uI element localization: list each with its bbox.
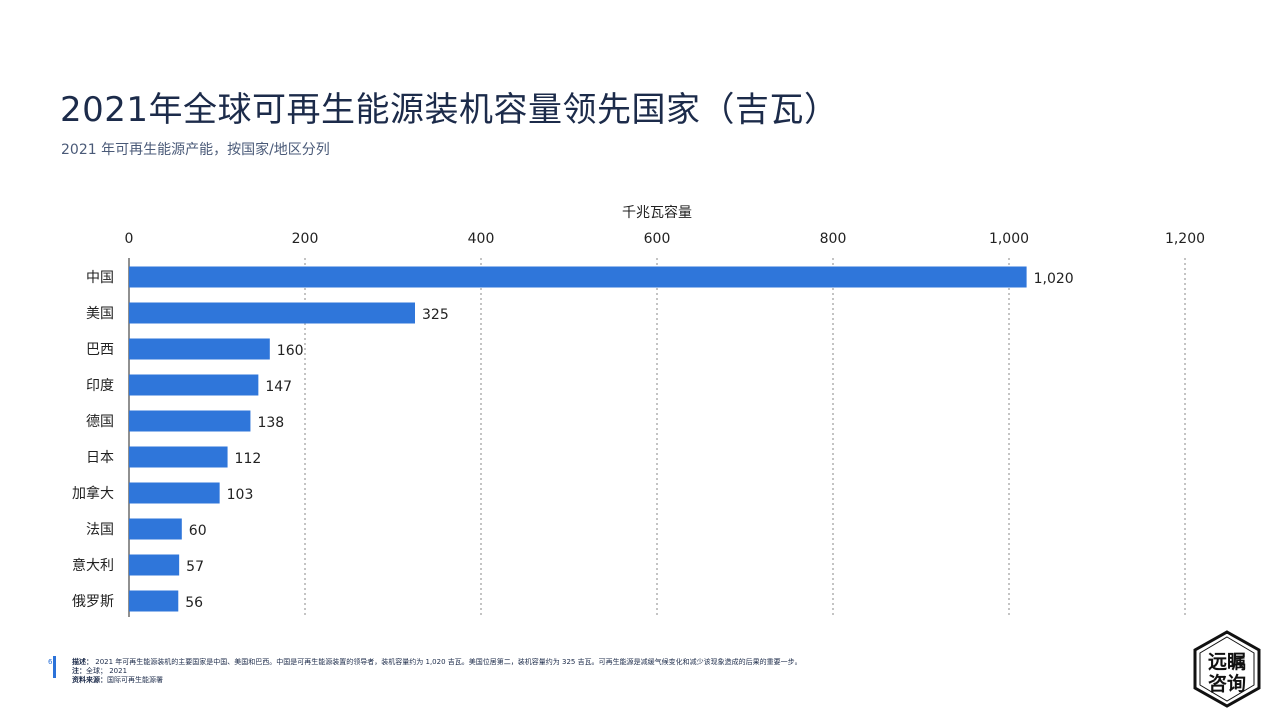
x-tick-label: 800 bbox=[820, 231, 847, 247]
bar bbox=[129, 338, 270, 360]
bar bbox=[129, 410, 251, 432]
bar bbox=[129, 518, 182, 540]
page-title: 2021年全球可再生能源装机容量领先国家（吉瓦） bbox=[60, 90, 839, 130]
description-label: 描述： bbox=[72, 658, 93, 666]
x-tick-label: 200 bbox=[292, 231, 319, 247]
bar bbox=[129, 302, 415, 324]
page-number: 6 bbox=[48, 658, 53, 666]
y-category-label: 巴西 bbox=[86, 342, 114, 358]
bar bbox=[129, 374, 259, 396]
bar bbox=[129, 482, 220, 504]
y-category-label: 中国 bbox=[86, 270, 114, 286]
source-label: 资料来源： bbox=[72, 676, 107, 684]
bar-value-label: 57 bbox=[186, 559, 204, 575]
x-tick-label: 400 bbox=[468, 231, 495, 247]
y-category-label: 俄罗斯 bbox=[72, 594, 114, 610]
bar-value-label: 103 bbox=[227, 487, 254, 503]
x-tick-label: 1,200 bbox=[1165, 231, 1205, 247]
bar bbox=[129, 266, 1027, 288]
bar-value-label: 112 bbox=[235, 451, 262, 467]
page-subtitle: 2021 年可再生能源产能，按国家/地区分列 bbox=[61, 142, 330, 158]
description-line: 描述： 2021 年可再生能源装机的主要国家是中国、美国和巴西。中国是可再生能源… bbox=[72, 658, 802, 667]
bar-value-label: 60 bbox=[189, 523, 207, 539]
x-tick-label: 0 bbox=[125, 231, 134, 247]
bar bbox=[129, 554, 180, 576]
bar-value-label: 325 bbox=[422, 307, 449, 323]
company-logo: 远瞩 咨询 bbox=[1193, 630, 1261, 708]
y-category-label: 加拿大 bbox=[72, 485, 114, 502]
x-axis-title: 千兆瓦容量 bbox=[622, 204, 692, 221]
y-category-label: 意大利 bbox=[72, 557, 114, 574]
x-tick-label: 1,000 bbox=[989, 231, 1029, 247]
y-category-label: 印度 bbox=[86, 378, 114, 394]
y-category-label: 日本 bbox=[86, 450, 114, 466]
source-line: 资料来源：国际可再生能源署 bbox=[72, 676, 802, 685]
source-text: 国际可再生能源署 bbox=[107, 676, 163, 684]
notes-block: 描述： 2021 年可再生能源装机的主要国家是中国、美国和巴西。中国是可再生能源… bbox=[72, 658, 802, 685]
logo-line-1: 远瞩 bbox=[1208, 651, 1246, 673]
note-line: 注：全球； 2021 bbox=[72, 667, 802, 676]
bar-value-label: 56 bbox=[185, 595, 203, 611]
bar bbox=[129, 446, 228, 468]
y-category-label: 德国 bbox=[86, 414, 114, 430]
bar-value-label: 147 bbox=[265, 379, 292, 395]
footer-notes: 6 描述： 2021 年可再生能源装机的主要国家是中国、美国和巴西。中国是可再生… bbox=[48, 656, 802, 684]
bar-value-label: 1,020 bbox=[1034, 271, 1074, 287]
note-text: 全球； 2021 bbox=[86, 667, 128, 675]
note-label: 注： bbox=[72, 667, 86, 675]
x-tick-label: 600 bbox=[644, 231, 671, 247]
y-category-label: 美国 bbox=[86, 306, 114, 322]
description-text: 2021 年可再生能源装机的主要国家是中国、美国和巴西。中国是可再生能源装置的领… bbox=[95, 658, 802, 666]
bar-value-label: 160 bbox=[277, 343, 304, 359]
bar-value-label: 138 bbox=[257, 415, 284, 431]
bar-chart: 千兆瓦容量 0 200 400 600 800 1,000 1,200 中国 1,020 美国 325… bbox=[72, 204, 1205, 617]
logo-line-2: 咨询 bbox=[1208, 672, 1246, 695]
bar bbox=[129, 590, 179, 612]
y-category-label: 法国 bbox=[86, 522, 114, 538]
